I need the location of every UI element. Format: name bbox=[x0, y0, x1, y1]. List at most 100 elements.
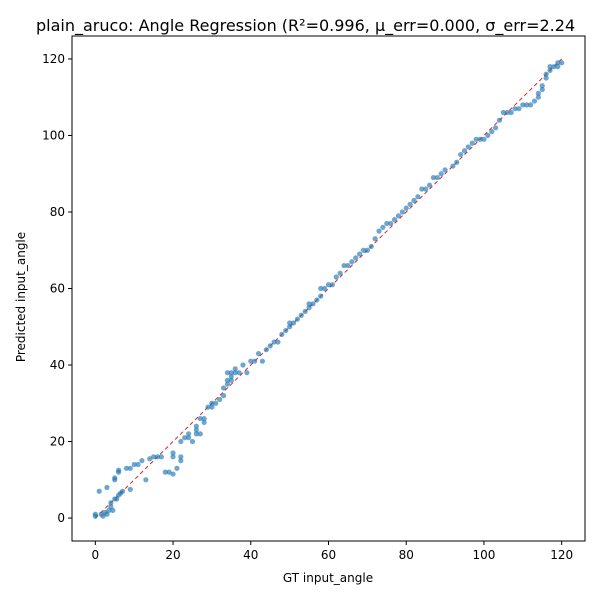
data-point bbox=[189, 438, 196, 445]
data-point bbox=[228, 373, 234, 380]
data-point bbox=[508, 109, 514, 116]
data-point bbox=[232, 370, 238, 376]
y-tick-label: 20 bbox=[50, 435, 65, 449]
data-point bbox=[434, 174, 440, 181]
identity-line bbox=[94, 58, 563, 519]
data-point bbox=[92, 513, 98, 519]
data-point bbox=[477, 136, 483, 142]
data-point bbox=[547, 67, 553, 74]
data-point bbox=[162, 469, 168, 475]
data-point bbox=[123, 465, 130, 471]
data-point bbox=[178, 454, 184, 460]
data-point bbox=[535, 90, 541, 96]
data-point bbox=[438, 171, 444, 177]
data-point bbox=[255, 350, 262, 357]
data-point bbox=[399, 209, 405, 215]
data-point bbox=[318, 285, 324, 292]
y-tick-label: 0 bbox=[57, 511, 65, 525]
data-point bbox=[232, 366, 238, 372]
data-point bbox=[353, 255, 359, 261]
data-point bbox=[116, 467, 122, 473]
data-point bbox=[178, 458, 184, 464]
data-point bbox=[127, 486, 133, 492]
data-point bbox=[106, 507, 112, 513]
data-point bbox=[419, 186, 425, 192]
data-point bbox=[356, 251, 363, 257]
data-point bbox=[244, 370, 250, 376]
data-point bbox=[209, 404, 215, 410]
data-point bbox=[531, 98, 538, 104]
data-point bbox=[551, 64, 557, 70]
data-point bbox=[454, 159, 460, 165]
data-point bbox=[539, 86, 545, 93]
data-point bbox=[306, 301, 312, 307]
y-tick-label: 100 bbox=[42, 128, 65, 142]
data-point bbox=[345, 262, 351, 269]
plot-area bbox=[71, 35, 586, 542]
data-point bbox=[154, 454, 161, 460]
y-tick-label: 120 bbox=[42, 52, 65, 66]
data-point bbox=[143, 477, 149, 483]
data-point bbox=[279, 331, 285, 338]
data-point bbox=[201, 415, 207, 422]
data-point bbox=[131, 461, 137, 468]
data-point bbox=[520, 102, 526, 108]
data-point bbox=[182, 435, 188, 441]
y-tick-label: 40 bbox=[50, 358, 65, 372]
data-point bbox=[411, 197, 417, 204]
data-point bbox=[426, 182, 433, 188]
data-point bbox=[461, 148, 468, 154]
data-point bbox=[112, 475, 118, 481]
data-point bbox=[489, 129, 495, 135]
data-point bbox=[329, 282, 335, 288]
data-point bbox=[185, 435, 192, 441]
data-point bbox=[298, 312, 304, 318]
data-point bbox=[287, 320, 293, 326]
x-axis-label: GT input_angle bbox=[283, 571, 373, 585]
y-axis-label: Predicted input_angle bbox=[14, 232, 28, 362]
data-point bbox=[248, 358, 254, 364]
data-point bbox=[252, 358, 258, 364]
x-axis-ticks: 0 20 40 60 80 100 120 bbox=[91, 541, 573, 562]
data-point bbox=[170, 454, 176, 460]
data-point bbox=[555, 64, 561, 70]
data-point bbox=[224, 381, 231, 387]
data-point bbox=[100, 513, 106, 519]
data-point bbox=[543, 75, 549, 81]
x-tick-label: 40 bbox=[243, 548, 258, 562]
data-point bbox=[283, 327, 289, 334]
data-point bbox=[325, 282, 332, 288]
data-point bbox=[442, 167, 448, 173]
data-point bbox=[228, 377, 234, 383]
data-point bbox=[151, 454, 157, 460]
data-point bbox=[135, 461, 141, 468]
data-point bbox=[512, 106, 518, 112]
data-point bbox=[481, 136, 487, 142]
data-point bbox=[108, 503, 114, 510]
data-point bbox=[395, 213, 402, 219]
data-point bbox=[197, 431, 203, 437]
data-point bbox=[267, 343, 273, 349]
y-tick-label: 80 bbox=[50, 205, 65, 219]
data-point bbox=[275, 339, 281, 345]
data-point bbox=[209, 400, 215, 406]
data-point bbox=[217, 396, 223, 403]
data-point bbox=[306, 305, 312, 311]
data-point bbox=[294, 316, 301, 322]
data-point bbox=[415, 194, 421, 200]
data-point bbox=[469, 140, 475, 146]
data-point bbox=[197, 415, 203, 422]
x-tick-label: 100 bbox=[473, 548, 496, 562]
data-point bbox=[407, 201, 413, 207]
data-point bbox=[555, 60, 561, 66]
data-point bbox=[127, 465, 133, 471]
data-point bbox=[368, 243, 374, 250]
data-point bbox=[337, 270, 343, 276]
data-point bbox=[108, 500, 114, 506]
data-point bbox=[516, 106, 522, 112]
data-point bbox=[158, 454, 164, 460]
data-point bbox=[524, 102, 530, 108]
x-tick-label: 80 bbox=[399, 548, 414, 562]
data-point bbox=[458, 151, 464, 158]
